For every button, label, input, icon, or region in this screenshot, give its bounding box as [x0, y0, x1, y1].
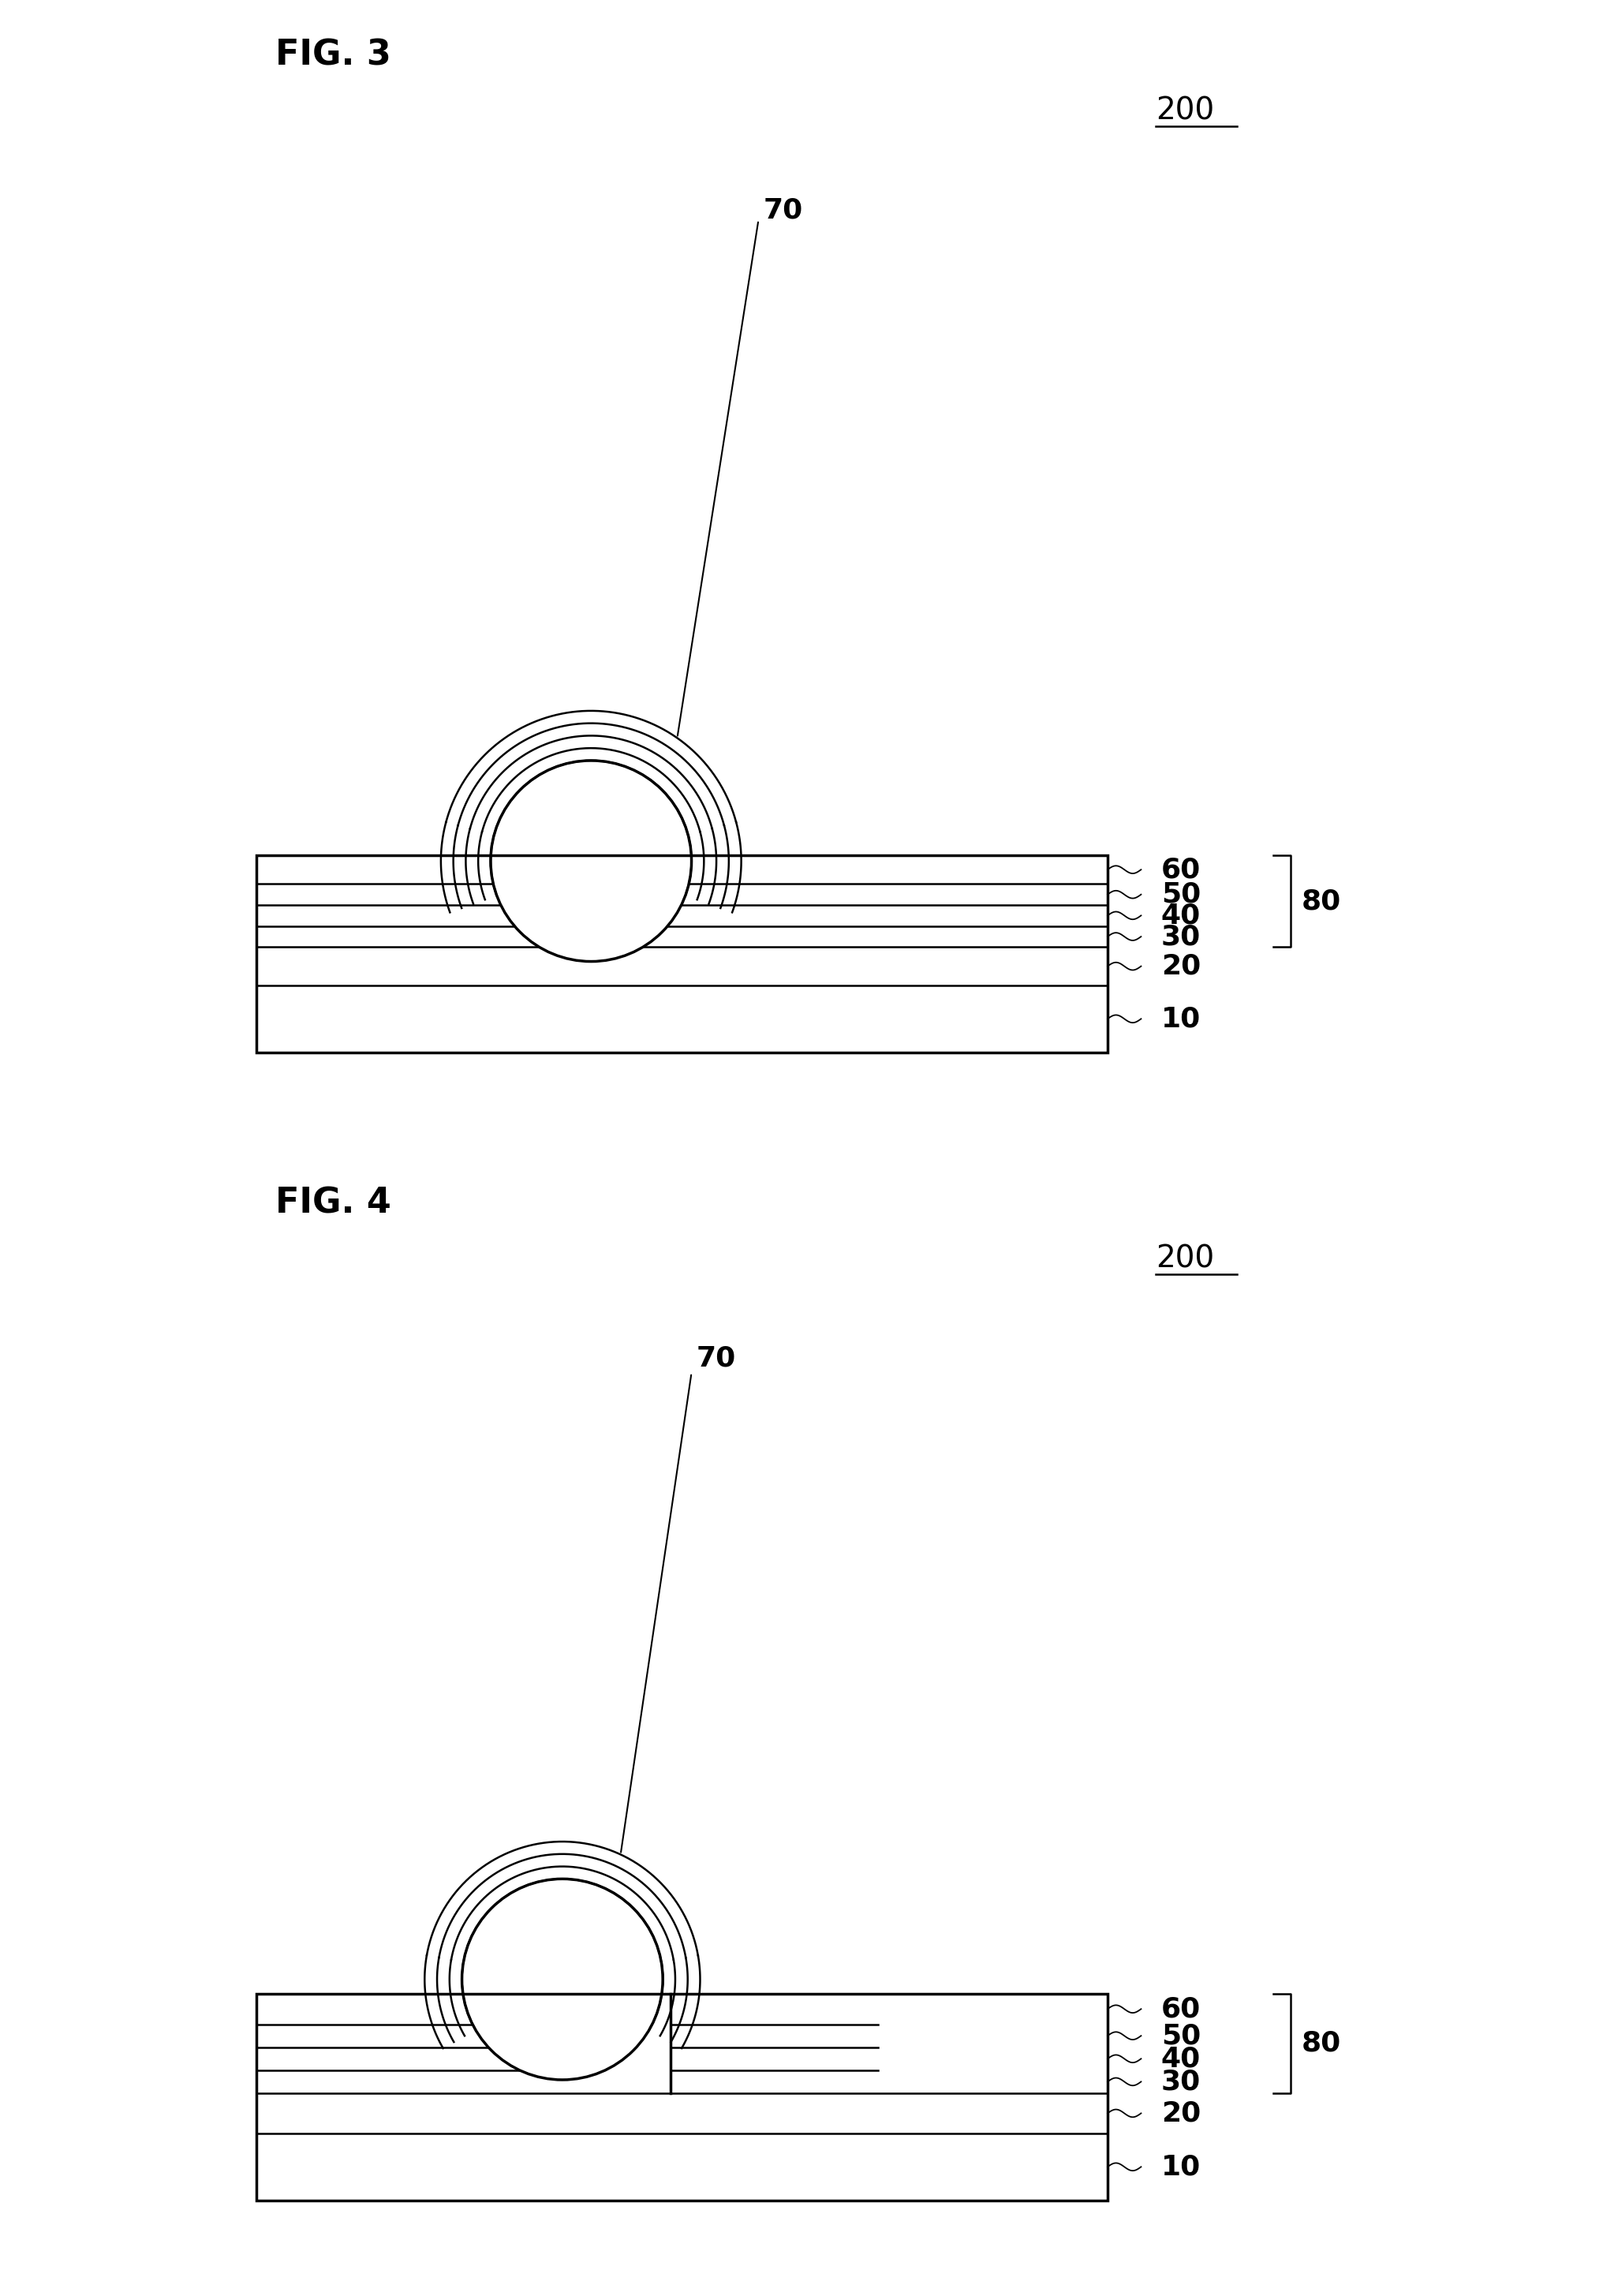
Text: 60: 60 — [1161, 856, 1201, 884]
Text: 10: 10 — [1161, 1006, 1201, 1033]
Circle shape — [462, 1878, 662, 2080]
Text: 70: 70 — [763, 197, 803, 225]
Text: 200: 200 — [1156, 96, 1213, 126]
Text: 40: 40 — [1161, 2046, 1201, 2073]
Circle shape — [491, 760, 691, 962]
Text: 30: 30 — [1161, 923, 1201, 951]
Text: 10: 10 — [1161, 2154, 1201, 2181]
Text: FIG. 3: FIG. 3 — [276, 39, 391, 71]
Text: 80: 80 — [1302, 2030, 1342, 2057]
Text: 80: 80 — [1302, 889, 1342, 914]
Text: 20: 20 — [1161, 2101, 1201, 2126]
Text: 20: 20 — [1161, 953, 1201, 980]
Text: 60: 60 — [1161, 1995, 1201, 2023]
Text: 200: 200 — [1156, 1244, 1213, 1274]
Text: 30: 30 — [1161, 2069, 1201, 2096]
Bar — [256, 1993, 1108, 2200]
Bar — [256, 854, 1108, 1052]
Text: FIG. 4: FIG. 4 — [276, 1187, 391, 1219]
Text: 50: 50 — [1161, 882, 1201, 907]
Text: 50: 50 — [1161, 2023, 1201, 2050]
Text: 40: 40 — [1161, 902, 1201, 930]
Bar — [256, 854, 1108, 1052]
Bar — [256, 1993, 1108, 2200]
Text: 70: 70 — [696, 1345, 736, 1373]
